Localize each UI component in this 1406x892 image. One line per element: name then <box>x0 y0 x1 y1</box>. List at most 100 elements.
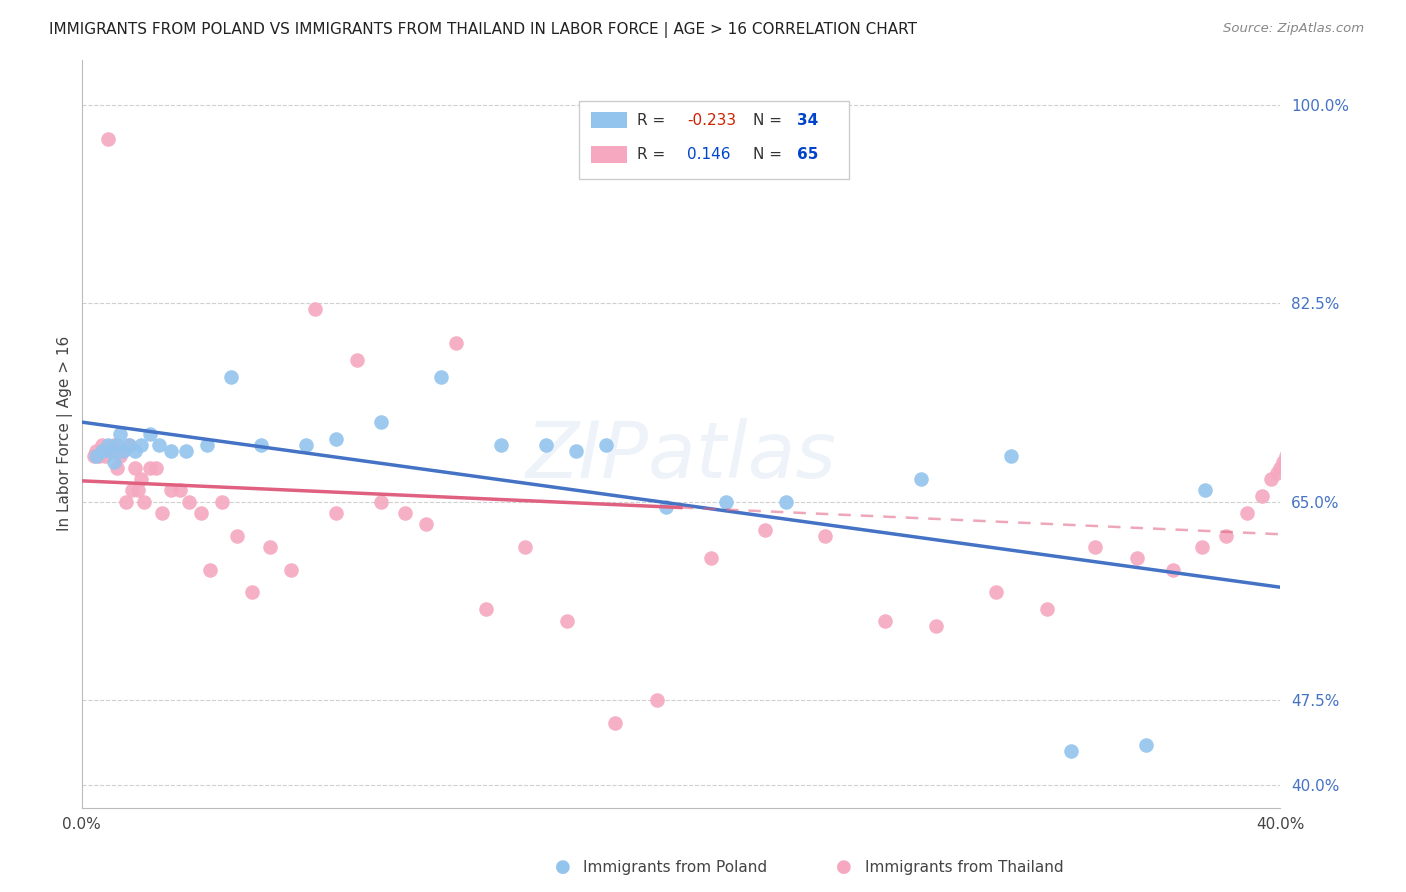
Point <box>555 614 578 628</box>
Point <box>211 494 233 508</box>
Text: 0.146: 0.146 <box>688 147 731 162</box>
Point <box>107 460 129 475</box>
Point <box>1059 744 1081 758</box>
Point <box>110 450 132 464</box>
Point <box>714 494 737 508</box>
Point <box>152 506 174 520</box>
Point <box>86 450 108 464</box>
Point <box>118 438 141 452</box>
Point <box>131 438 153 452</box>
Point <box>1135 739 1157 753</box>
Point <box>430 370 453 384</box>
Point <box>127 483 149 498</box>
Point <box>221 370 243 384</box>
Point <box>1125 551 1147 566</box>
Point <box>226 529 249 543</box>
Point <box>190 506 212 520</box>
Point <box>1267 467 1289 481</box>
Point <box>370 415 392 429</box>
Point <box>115 494 138 508</box>
Y-axis label: In Labor Force | Age > 16: In Labor Force | Age > 16 <box>58 336 73 532</box>
Point <box>112 443 135 458</box>
Point <box>910 472 932 486</box>
Point <box>1084 540 1107 554</box>
Point <box>103 455 125 469</box>
Point <box>370 494 392 508</box>
Point <box>595 438 617 452</box>
Point <box>873 614 896 628</box>
Point <box>475 602 498 616</box>
Point <box>603 715 626 730</box>
Point <box>1194 483 1216 498</box>
Text: IMMIGRANTS FROM POLAND VS IMMIGRANTS FROM THAILAND IN LABOR FORCE | AGE > 16 COR: IMMIGRANTS FROM POLAND VS IMMIGRANTS FRO… <box>49 22 917 38</box>
Point <box>1000 450 1022 464</box>
Point <box>121 483 143 498</box>
Text: -0.233: -0.233 <box>688 112 737 128</box>
Text: R =: R = <box>637 147 669 162</box>
Point <box>325 506 347 520</box>
Point <box>984 585 1007 599</box>
Text: Source: ZipAtlas.com: Source: ZipAtlas.com <box>1223 22 1364 36</box>
Text: ●: ● <box>554 858 571 876</box>
Point <box>83 450 105 464</box>
Point <box>124 443 146 458</box>
Point <box>176 443 198 458</box>
Point <box>148 438 170 452</box>
Point <box>91 438 114 452</box>
Point <box>160 483 183 498</box>
Text: N =: N = <box>752 147 787 162</box>
Point <box>179 494 201 508</box>
Point <box>169 483 191 498</box>
Point <box>86 443 108 458</box>
FancyBboxPatch shape <box>579 101 849 179</box>
Point <box>124 460 146 475</box>
Text: Immigrants from Thailand: Immigrants from Thailand <box>865 861 1063 875</box>
Point <box>1035 602 1057 616</box>
Point <box>250 438 273 452</box>
Point <box>139 460 162 475</box>
Point <box>160 443 183 458</box>
Point <box>259 540 281 554</box>
Point <box>304 301 326 316</box>
Point <box>1281 438 1303 452</box>
Point <box>1284 432 1306 446</box>
Bar <box>591 112 627 128</box>
Point <box>89 450 111 464</box>
Point <box>145 460 167 475</box>
Point <box>565 443 588 458</box>
Point <box>100 443 122 458</box>
Point <box>134 494 156 508</box>
Point <box>94 450 117 464</box>
Point <box>112 443 135 458</box>
Point <box>103 438 125 452</box>
Point <box>1272 455 1295 469</box>
Point <box>280 563 302 577</box>
Point <box>100 443 122 458</box>
Point <box>1278 443 1301 458</box>
Point <box>1270 460 1292 475</box>
Point <box>295 438 318 452</box>
Point <box>240 585 263 599</box>
Point <box>107 438 129 452</box>
Text: R =: R = <box>637 112 669 128</box>
Text: ZIPatlas: ZIPatlas <box>526 418 837 494</box>
Text: 34: 34 <box>797 112 818 128</box>
Point <box>346 353 368 368</box>
Point <box>1236 506 1258 520</box>
Point <box>1260 472 1282 486</box>
Point <box>91 443 114 458</box>
Point <box>655 500 678 515</box>
Text: Immigrants from Poland: Immigrants from Poland <box>583 861 768 875</box>
Point <box>754 523 776 537</box>
Point <box>118 438 141 452</box>
Point <box>1215 529 1237 543</box>
Text: ●: ● <box>835 858 852 876</box>
Point <box>197 438 219 452</box>
Point <box>775 494 797 508</box>
Point <box>489 438 512 452</box>
Point <box>139 426 162 441</box>
Point <box>97 132 120 146</box>
Bar <box>591 146 627 163</box>
Point <box>700 551 723 566</box>
Text: N =: N = <box>752 112 787 128</box>
